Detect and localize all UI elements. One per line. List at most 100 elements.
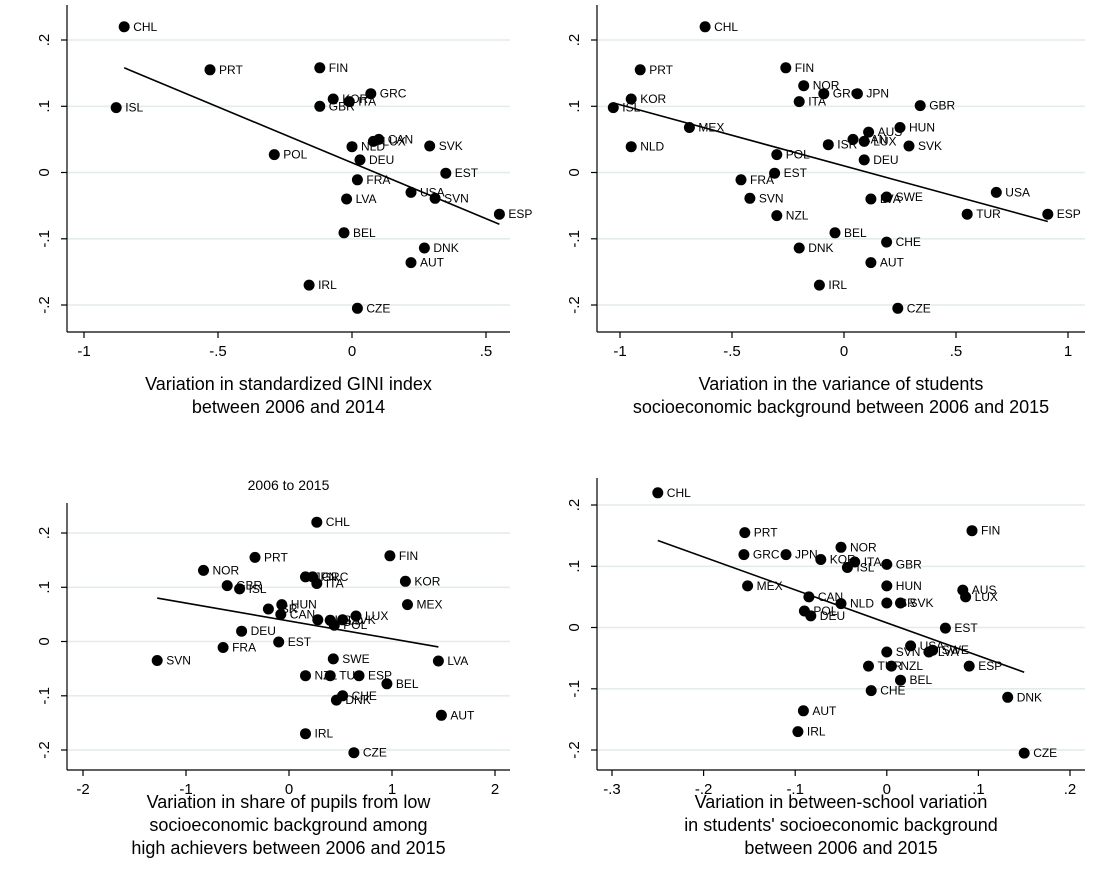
point-label-mex: MEX	[417, 598, 443, 612]
point-label-isl: ISL	[856, 561, 874, 575]
point-fin	[314, 62, 326, 74]
point-label-esp: ESP	[1057, 207, 1081, 221]
point-dnk	[1002, 691, 1014, 703]
point-label-nld: NLD	[850, 597, 874, 611]
point-cze	[351, 302, 363, 314]
point-pol	[268, 149, 280, 161]
point-chl	[652, 487, 664, 499]
x-tick-label: -1	[179, 781, 192, 798]
point-kor	[625, 93, 637, 105]
point-irl	[303, 279, 315, 291]
y-tick-label: .1	[566, 100, 583, 113]
y-tick-label: -.1	[566, 230, 583, 248]
panel-title: 2006 to 2015	[248, 477, 330, 493]
point-label-lva: LVA	[938, 645, 959, 659]
point-label-grc: GRC	[380, 87, 407, 101]
point-irl	[792, 726, 804, 738]
point-kor	[327, 93, 339, 105]
point-label-kor: KOR	[640, 92, 666, 106]
y-tick-label: .2	[566, 499, 583, 512]
y-tick-label: 0	[566, 623, 583, 631]
point-label-svn: SVN	[444, 191, 469, 205]
point-label-dnk: DNK	[433, 241, 458, 255]
point-label-est: EST	[455, 166, 479, 180]
point-aut	[865, 257, 877, 269]
point-bel	[338, 227, 350, 239]
point-label-fra: FRA	[232, 641, 256, 655]
point-aus	[863, 126, 875, 138]
point-bel	[895, 674, 906, 686]
point-lux	[960, 591, 972, 603]
point-label-aut: AUT	[812, 704, 837, 718]
x-tick-label: 0	[285, 781, 293, 798]
point-label-ita: ITA	[864, 555, 882, 569]
point-label-lva: LVA	[447, 654, 468, 668]
y-tick-label: 0	[566, 168, 583, 176]
point-jpn	[780, 549, 792, 561]
point-label-deu: DEU	[873, 153, 898, 167]
point-lva	[432, 655, 444, 667]
point-mex	[683, 122, 695, 133]
point-chl	[311, 516, 323, 528]
point-lva	[923, 646, 935, 658]
point-bel	[829, 227, 841, 239]
point-label-nzl: NZL	[900, 659, 923, 673]
point-label-irl: IRL	[315, 727, 334, 741]
point-gbr	[914, 100, 926, 112]
point-label-mex: MEX	[757, 579, 783, 593]
x-tick-label: 1	[1064, 343, 1072, 360]
point-label-grc: GRC	[322, 570, 349, 584]
y-tick-label: -.2	[36, 741, 53, 759]
point-label-jpn: JPN	[866, 87, 889, 101]
point-label-prt: PRT	[754, 526, 778, 540]
point-label-est: EST	[784, 166, 808, 180]
x-tick-label: -.3	[603, 781, 621, 798]
point-nzl	[300, 670, 311, 682]
point-label-bel: BEL	[396, 677, 419, 691]
point-label-pol: POL	[813, 604, 837, 618]
point-label-chl: CHL	[133, 20, 157, 34]
point-isl	[110, 102, 122, 114]
point-svk	[903, 140, 915, 152]
point-label-fin: FIN	[981, 524, 1000, 538]
y-tick-label: .1	[566, 560, 583, 573]
point-label-fin: FIN	[329, 61, 348, 75]
point-label-est: EST	[954, 621, 978, 635]
point-cze	[348, 747, 360, 759]
point-hun	[894, 122, 906, 133]
point-irl	[813, 279, 825, 291]
x-tick-label: -1	[613, 343, 626, 360]
point-swe	[327, 653, 339, 665]
point-label-dnk: DNK	[345, 693, 370, 707]
point-label-irl: IRL	[828, 278, 847, 292]
point-label-nor: NOR	[850, 540, 877, 554]
point-label-grc: GRC	[833, 87, 860, 101]
point-pol	[771, 149, 783, 161]
x-tick-label: -.5	[209, 343, 227, 360]
point-label-dnk: DNK	[808, 241, 833, 255]
point-label-pol: POL	[343, 618, 367, 632]
x-tick-label: .5	[950, 343, 963, 360]
point-lva	[865, 193, 877, 205]
x-axis-title-line-3: between 2006 and 2015	[744, 838, 937, 858]
point-grc	[365, 88, 377, 100]
point-label-esp: ESP	[508, 207, 532, 221]
point-deu	[805, 610, 817, 622]
point-grc	[818, 88, 830, 100]
point-gbr	[881, 558, 893, 570]
point-lux	[858, 135, 870, 147]
point-svn	[881, 646, 893, 658]
point-fra	[217, 642, 229, 653]
point-isl	[234, 583, 246, 595]
y-tick-label: -.2	[36, 296, 53, 314]
point-prt	[249, 551, 261, 563]
point-label-dnk: DNK	[1017, 690, 1042, 704]
point-esp	[1042, 208, 1054, 220]
point-est	[769, 167, 781, 179]
x-tick-label: -.1	[786, 781, 804, 798]
point-mex	[402, 599, 413, 611]
point-che	[865, 685, 877, 697]
point-svn	[429, 192, 441, 204]
point-aut	[435, 709, 447, 721]
